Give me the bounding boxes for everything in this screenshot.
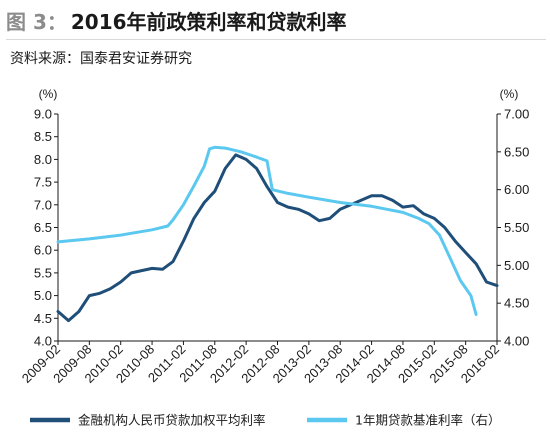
rate-line-chart: (%) (%) 4.0 4.5 5.0 5.5 6.0 6.5 7.0 7.5 8.0 8.5 9.0 4… bbox=[19, 87, 530, 428]
legend-label-2: 1年期贷款基准利率（右） bbox=[355, 413, 500, 428]
legend-label-1: 金融机构人民币贷款加权平均利率 bbox=[78, 413, 266, 428]
left-tick-label: 6.0 bbox=[34, 243, 52, 258]
right-axis-unit: (%) bbox=[500, 87, 519, 101]
left-tick-label: 7.5 bbox=[34, 175, 52, 190]
chart-header: 图 3： 2016年前政策利率和贷款利率 资料来源：国泰君安证券研究 bbox=[6, 0, 546, 76]
right-tick-label: 4.00 bbox=[504, 334, 529, 349]
right-tick-label: 6.00 bbox=[504, 182, 529, 197]
right-tick-label: 5.00 bbox=[504, 258, 529, 273]
series-line-1 bbox=[56, 153, 499, 323]
left-tick-label: 7.0 bbox=[34, 197, 52, 212]
left-tick-label: 4.5 bbox=[34, 311, 52, 326]
right-tick-label: 7.00 bbox=[504, 107, 529, 122]
series-line-2 bbox=[56, 145, 478, 316]
left-tick-label: 8.0 bbox=[34, 152, 52, 167]
right-tick-label: 4.50 bbox=[504, 296, 529, 311]
left-tick-label: 4.0 bbox=[34, 334, 52, 349]
left-tick-label: 9.0 bbox=[34, 107, 52, 122]
source-note: 资料来源：国泰君安证券研究 bbox=[10, 51, 192, 67]
left-tick-label: 5.5 bbox=[34, 265, 52, 280]
figure-label: 图 3： bbox=[6, 10, 67, 34]
left-tick-label: 5.0 bbox=[34, 288, 52, 303]
figure-title-text: 2016年前政策利率和贷款利率 bbox=[70, 10, 347, 34]
figure-title: 图 3： 2016年前政策利率和贷款利率 bbox=[6, 6, 347, 35]
left-tick-label: 6.5 bbox=[34, 220, 52, 235]
right-tick-label: 6.50 bbox=[504, 144, 529, 159]
left-tick-label: 8.5 bbox=[34, 129, 52, 144]
left-axis-unit: (%) bbox=[39, 87, 58, 101]
right-tick-label: 5.50 bbox=[504, 220, 529, 235]
title-divider bbox=[6, 39, 546, 40]
